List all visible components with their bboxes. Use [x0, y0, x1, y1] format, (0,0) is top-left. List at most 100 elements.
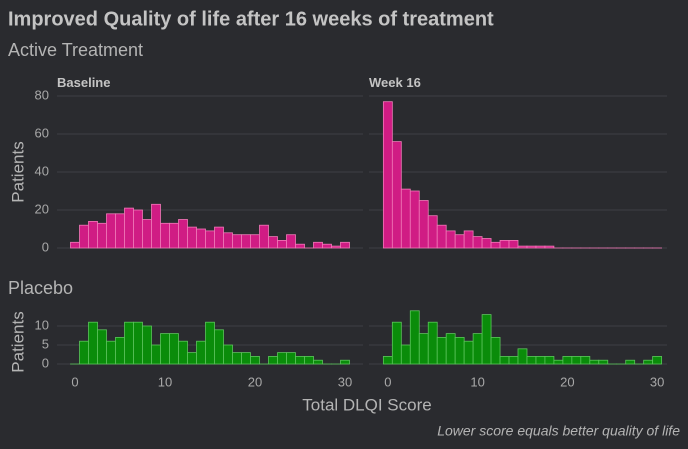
- x-tick-label: 10: [470, 375, 484, 390]
- bar: [133, 209, 143, 249]
- bar: [472, 333, 483, 365]
- y-tick-label: 60: [35, 125, 49, 140]
- bar: [124, 207, 134, 249]
- bar: [223, 344, 233, 365]
- bar: [160, 222, 170, 249]
- bar: [250, 356, 260, 365]
- bar: [517, 348, 528, 365]
- bar: [313, 241, 323, 249]
- y-tick-label: 0: [42, 239, 49, 254]
- bar: [322, 243, 332, 249]
- bar: [418, 333, 429, 365]
- bar: [133, 321, 143, 365]
- bar: [463, 340, 474, 365]
- bar: [124, 321, 134, 365]
- bar: [268, 236, 278, 249]
- bar: [142, 219, 152, 249]
- bar: [436, 224, 447, 249]
- bar: [418, 200, 429, 249]
- bar: [340, 241, 350, 249]
- x-tick-label: 30: [338, 375, 352, 390]
- bar: [187, 226, 197, 249]
- bar: [250, 234, 260, 249]
- bar: [481, 314, 492, 365]
- y-tick-label: 20: [35, 201, 49, 216]
- bar: [232, 352, 242, 365]
- bar: [499, 239, 510, 249]
- bar: [295, 243, 305, 249]
- group-title: Active Treatment: [8, 40, 143, 60]
- bar: [196, 340, 206, 365]
- bar: [562, 356, 573, 365]
- bar: [544, 245, 555, 249]
- bar: [79, 340, 89, 365]
- bar: [169, 333, 179, 365]
- bar: [304, 356, 314, 365]
- bar: [409, 190, 420, 249]
- bar: [445, 230, 456, 249]
- bar: [445, 333, 456, 365]
- y-tick-label: 0: [42, 355, 49, 370]
- bar: [535, 356, 546, 365]
- bar: [400, 188, 411, 249]
- bar: [115, 337, 125, 365]
- caption: Lower score equals better quality of lif…: [437, 423, 680, 439]
- bar: [391, 321, 402, 365]
- y-axis-label: Patients: [8, 141, 27, 202]
- bar: [97, 329, 107, 365]
- y-tick-label: 10: [35, 317, 49, 332]
- bar: [382, 356, 393, 365]
- bar: [88, 321, 98, 365]
- bar: [313, 359, 323, 365]
- bar: [79, 224, 89, 249]
- bar: [340, 359, 350, 365]
- bar: [214, 329, 224, 365]
- bar: [400, 344, 411, 365]
- bar: [454, 337, 465, 365]
- bar: [277, 352, 287, 365]
- bar: [391, 141, 402, 249]
- bar: [643, 359, 654, 365]
- bar: [106, 340, 116, 365]
- bar: [490, 241, 501, 249]
- bar: [70, 241, 80, 249]
- bar: [652, 356, 663, 365]
- bar: [295, 356, 305, 365]
- bar: [241, 234, 251, 249]
- bar: [544, 356, 555, 365]
- bar: [481, 238, 492, 249]
- bar: [205, 230, 215, 249]
- bar: [241, 352, 251, 365]
- bar: [427, 321, 438, 365]
- bar: [463, 230, 474, 249]
- bar: [580, 356, 591, 365]
- bar: [553, 359, 564, 365]
- bar: [499, 356, 510, 365]
- bar: [196, 228, 206, 249]
- facet-label: Baseline: [57, 75, 110, 90]
- bar: [625, 359, 636, 365]
- bar: [97, 222, 107, 249]
- bar: [382, 101, 393, 249]
- bar: [169, 222, 179, 249]
- bar: [409, 310, 420, 365]
- bar: [88, 220, 98, 249]
- bar: [598, 359, 609, 365]
- x-tick-label: 10: [158, 375, 172, 390]
- bar: [526, 356, 537, 365]
- bar: [472, 236, 483, 249]
- y-tick-label: 80: [35, 87, 49, 102]
- bar: [160, 333, 170, 365]
- x-tick-label: 20: [560, 375, 574, 390]
- bar: [178, 340, 188, 365]
- bar: [187, 352, 197, 365]
- bar: [115, 213, 125, 249]
- bar: [517, 245, 528, 249]
- x-tick-label: 20: [248, 375, 262, 390]
- bar: [142, 325, 152, 365]
- bar: [571, 356, 582, 365]
- bar: [151, 203, 161, 249]
- bar: [535, 245, 546, 249]
